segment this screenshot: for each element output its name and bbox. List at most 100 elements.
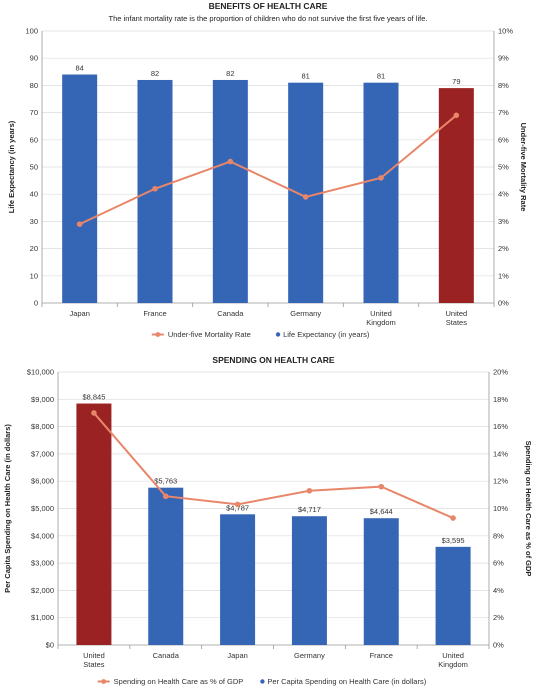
x-category-label: States [83, 660, 105, 669]
x-category-label: United [442, 651, 464, 660]
y2-tick-label: 0% [498, 299, 509, 308]
bar [62, 74, 98, 304]
bar [435, 546, 471, 645]
x-category-label: Kingdom [366, 318, 396, 327]
y2-tick-label: 0% [493, 641, 504, 650]
bar [363, 518, 399, 645]
bar-value-label: 79 [452, 77, 460, 86]
legend-line-label: Under-five Mortality Rate [168, 330, 251, 339]
y-axis-title: Per Capita Spending on Health Care (in d… [3, 424, 12, 593]
bar-value-label: $4,787 [226, 503, 249, 512]
x-category-label: France [143, 309, 166, 318]
legend-bar-label: Per Capita Spending on Health Care (in d… [267, 677, 426, 686]
bar-value-label: 81 [301, 72, 309, 81]
legend: Spending on Health Care as % of GDP Per C… [97, 677, 427, 686]
line-point [162, 493, 169, 500]
x-category-label: Kingdom [438, 660, 468, 669]
x-category-label: Japan [69, 309, 89, 318]
x-category-label: States [446, 318, 468, 327]
y2-tick-label: 8% [493, 531, 504, 540]
bar-value-label: $4,717 [298, 505, 321, 514]
y2-tick-label: 4% [498, 190, 509, 199]
y2-tick-label: 8% [498, 81, 509, 90]
line-point [302, 194, 309, 200]
legend-bar-marker [275, 332, 281, 337]
y2-tick-label: 6% [493, 559, 504, 568]
y2-tick-label: 2% [493, 613, 504, 622]
x-category-label: United [83, 651, 105, 660]
line-series [79, 114, 457, 226]
chart-title: SPENDING ON HEALTH CARE [212, 355, 334, 365]
y-tick-label: 60 [30, 135, 38, 144]
y-tick-label: 10 [30, 271, 38, 280]
y-tick-label: $4,000 [31, 531, 54, 540]
y-tick-label: $0 [46, 641, 54, 650]
x-category-label: Germany [294, 651, 325, 660]
x-category-label: Germany [290, 309, 321, 318]
y2-tick-label: 7% [498, 108, 509, 117]
y-tick-label: 80 [30, 81, 38, 90]
chart-title: BENEFITS OF HEALTH CARE [209, 1, 328, 11]
bar-value-label: 81 [377, 72, 385, 81]
line-point [91, 410, 97, 416]
y2-tick-label: 5% [498, 163, 509, 172]
y-tick-label: 70 [30, 108, 38, 117]
bar [291, 516, 327, 645]
legend: Under-five Mortality Rate Life Expectancy… [151, 330, 370, 339]
bar-value-label: 82 [226, 69, 234, 78]
x-category-label: Japan [227, 651, 247, 660]
legend-line-marker [101, 679, 107, 684]
y2-tick-label: 9% [498, 54, 509, 63]
y2-tick-label: 2% [498, 244, 509, 253]
x-category-label: United [370, 309, 392, 318]
legend-line-label: Spending on Health Care as % of GDP [114, 677, 244, 686]
y2-axis-title: Under-five Mortality Rate [519, 123, 528, 212]
bar-value-label: $8,845 [82, 393, 105, 402]
y2-tick-label: 10% [493, 504, 508, 513]
chart-2: SPENDING ON HEALTH CARE $0 $1,000 $2,000 $3,… [3, 355, 533, 686]
legend-line-marker [155, 332, 161, 337]
bar-value-label: $5,763 [154, 477, 177, 486]
y-tick-label: 0 [34, 299, 38, 308]
x-category-label: France [370, 651, 393, 660]
line-point [453, 112, 460, 119]
line-point [76, 221, 83, 227]
bar [438, 88, 474, 304]
bar-value-label: $3,595 [442, 536, 465, 545]
y2-tick-label: 4% [493, 586, 504, 595]
y2-tick-label: 12% [493, 477, 508, 486]
bar [76, 403, 112, 645]
y-tick-label: $9,000 [31, 395, 54, 404]
line-series [93, 412, 454, 519]
x-category-label: Canada [153, 651, 180, 660]
legend-bar-marker [260, 679, 265, 684]
bar-value-label: $4,644 [370, 507, 393, 516]
y-axis-title: Life Expectancy (in years) [7, 120, 16, 213]
y-tick-label: 50 [30, 163, 38, 172]
y-tick-label: 40 [30, 190, 38, 199]
y2-tick-label: 10% [498, 27, 513, 36]
x-category-label: Canada [217, 309, 244, 318]
bar [220, 514, 256, 645]
y2-tick-label: 6% [498, 135, 509, 144]
line-point [227, 158, 234, 165]
line-point [450, 515, 456, 521]
y-tick-label: 90 [30, 54, 38, 63]
line-point [378, 175, 384, 181]
y2-tick-label: 18% [493, 395, 508, 404]
line-point [152, 185, 158, 192]
y2-tick-label: 1% [498, 271, 509, 280]
y2-axis-title: Spending on Health Care as % of GDP [524, 441, 533, 577]
y-tick-label: $5,000 [31, 504, 54, 513]
chart-1: BENEFITS OF HEALTH CARE The infant mortal… [7, 1, 528, 339]
line-point [306, 487, 313, 494]
y-tick-label: $6,000 [31, 477, 54, 486]
y-tick-label: $1,000 [31, 613, 54, 622]
y-tick-label: $10,000 [27, 368, 54, 377]
y-tick-label: $8,000 [31, 422, 54, 431]
y2-tick-label: 14% [493, 449, 508, 458]
line-point [378, 483, 385, 490]
legend-bar-label: Life Expectancy (in years) [283, 330, 370, 339]
